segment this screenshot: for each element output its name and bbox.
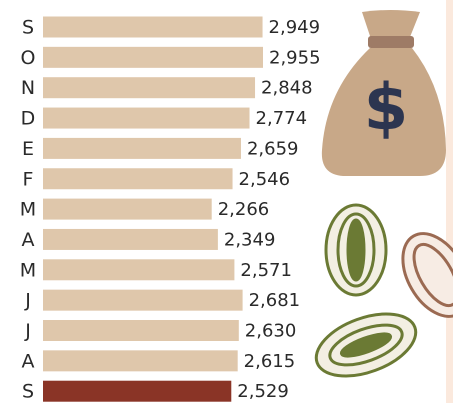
edge-strip (446, 0, 453, 403)
category-label: D (21, 108, 36, 130)
category-label: M (20, 259, 36, 281)
value-label: 2,630 (245, 321, 297, 342)
icon-text: $ (364, 72, 409, 146)
bar (43, 381, 231, 402)
value-label: 2,349 (224, 229, 276, 250)
bar (43, 259, 234, 280)
bar (43, 290, 243, 311)
bar (43, 320, 239, 341)
bar (43, 168, 233, 189)
value-label: 2,546 (239, 169, 291, 190)
category-label: S (22, 381, 34, 403)
value-label: 2,266 (218, 199, 270, 220)
category-label: J (24, 320, 31, 342)
category-label: N (21, 77, 35, 99)
category-label: S (22, 17, 34, 39)
money-bag: $ (322, 10, 446, 176)
value-label: 2,774 (256, 108, 308, 129)
value-label: 2,681 (249, 290, 301, 311)
value-label: 2,848 (261, 78, 313, 99)
category-label: O (21, 47, 36, 69)
bar (43, 17, 263, 38)
value-label: 2,529 (237, 381, 289, 402)
bar (43, 138, 241, 159)
bar (43, 350, 238, 371)
value-label: 2,955 (269, 47, 321, 68)
category-label: M (20, 199, 36, 221)
pistachios (308, 205, 453, 388)
bar (43, 108, 250, 129)
category-label: A (22, 229, 35, 251)
category-label: E (22, 138, 34, 160)
bar (43, 199, 212, 220)
category-label: F (23, 168, 34, 190)
value-label: 2,615 (244, 351, 296, 372)
value-label: 2,949 (269, 17, 321, 38)
value-label: 2,571 (240, 260, 292, 281)
bar (43, 47, 263, 68)
category-label: J (24, 290, 31, 312)
chart: $ S 2,949 O 2,955 N 2,848 D 2,774 E 2,659 F 2,546 M 2… (0, 0, 453, 403)
bar (43, 77, 255, 98)
value-label: 2,659 (247, 138, 299, 159)
bar (43, 229, 218, 250)
category-label: A (22, 350, 35, 372)
